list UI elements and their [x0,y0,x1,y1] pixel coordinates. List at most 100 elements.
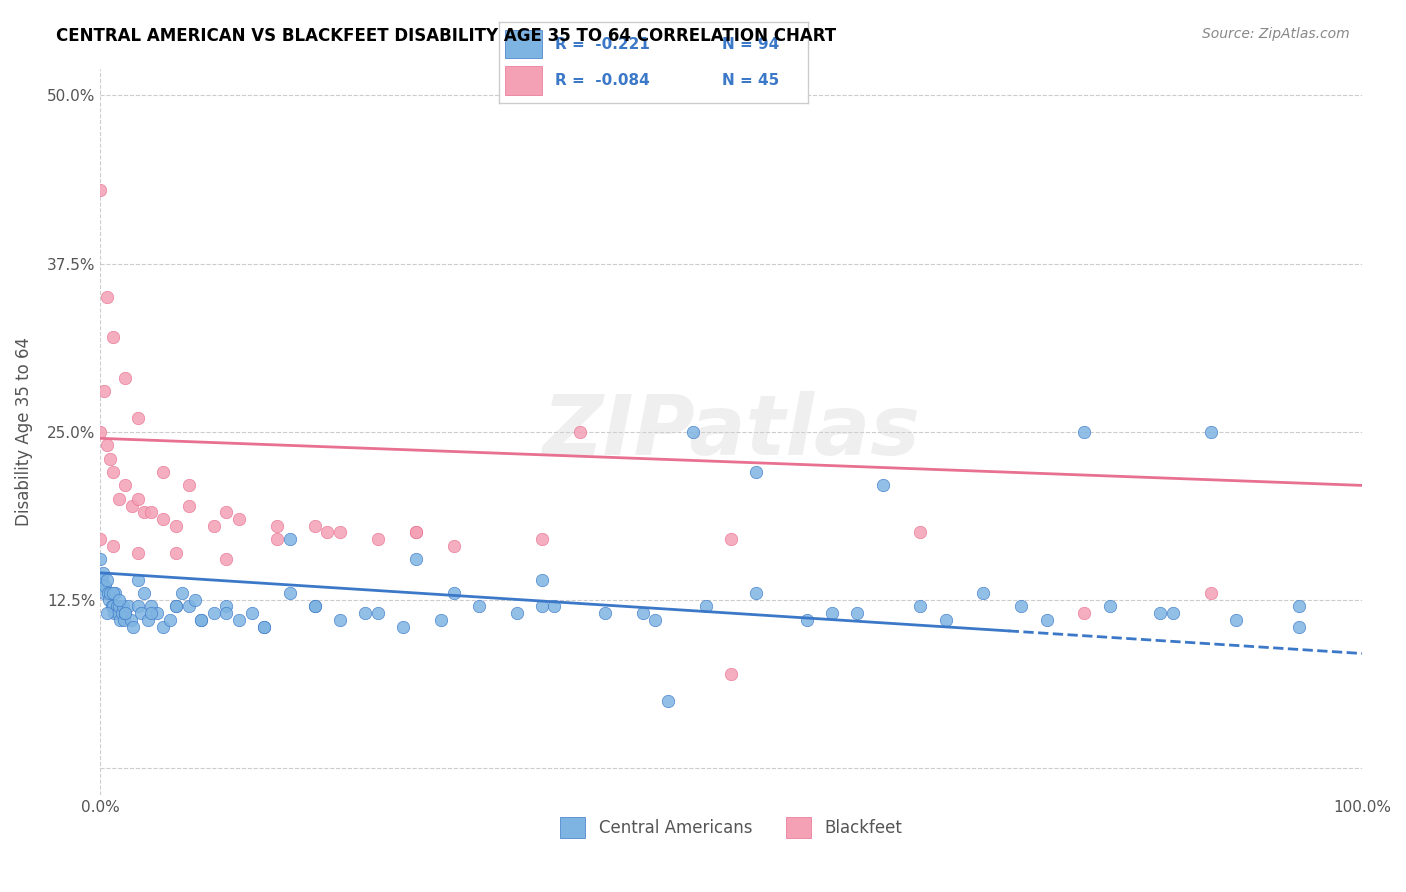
Point [695,599,717,614]
Y-axis label: Disability Age 35 to 64: Disability Age 35 to 64 [15,337,32,526]
Point [821,606,844,620]
Point [89,552,111,566]
Point [89,532,111,546]
Point [304,599,326,614]
Point [202,606,225,620]
Point [240,606,263,620]
Point [329,613,352,627]
Point [215,505,238,519]
Point [114,371,136,385]
Point [89,573,111,587]
Point [127,411,149,425]
Point [316,525,339,540]
Point [110,613,132,627]
Point [910,599,932,614]
Point [93,384,115,399]
Point [682,425,704,439]
Point [367,606,389,620]
Point [139,505,162,519]
Point [146,606,169,620]
Point [644,613,666,627]
Point [101,330,124,344]
Point [1161,606,1184,620]
Point [165,546,187,560]
Point [392,619,415,633]
Point [120,613,142,627]
Point [127,599,149,614]
Point [354,606,377,620]
Point [935,613,957,627]
Point [104,586,127,600]
Point [972,586,994,600]
Text: N = 94: N = 94 [721,37,779,52]
Text: R =  -0.084: R = -0.084 [555,73,650,88]
Point [101,465,124,479]
Point [1149,606,1171,620]
Point [177,478,200,492]
Point [1073,425,1095,439]
Point [405,525,427,540]
Point [1225,613,1247,627]
Point [190,613,212,627]
Point [720,532,742,546]
Point [568,425,591,439]
Point [530,573,553,587]
Point [172,586,194,600]
Point [177,599,200,614]
Point [1199,425,1222,439]
Point [121,499,143,513]
Point [468,599,491,614]
Point [190,613,212,627]
Point [1288,619,1310,633]
Point [1098,599,1121,614]
Point [910,525,932,540]
Legend: Central Americans, Blackfeet: Central Americans, Blackfeet [554,811,908,845]
Point [846,606,869,620]
Point [1010,599,1032,614]
Point [530,599,553,614]
Point [105,599,128,614]
Point [215,606,238,620]
Point [114,606,136,620]
Point [177,499,200,513]
Point [101,599,124,614]
Point [91,566,114,580]
Point [93,586,115,600]
Point [443,586,465,600]
Point [136,613,159,627]
Point [90,573,112,587]
Point [159,613,181,627]
Point [89,425,111,439]
Point [304,599,326,614]
Point [405,525,427,540]
Text: R =  -0.221: R = -0.221 [555,37,650,52]
Point [253,619,276,633]
Point [89,183,111,197]
Point [329,525,352,540]
Point [367,532,389,546]
Point [253,619,276,633]
Point [117,599,139,614]
Point [134,586,156,600]
Point [107,606,129,620]
Point [108,599,131,614]
Point [101,586,124,600]
Point [103,606,125,620]
Text: Source: ZipAtlas.com: Source: ZipAtlas.com [1202,27,1350,41]
Point [184,592,207,607]
Text: CENTRAL AMERICAN VS BLACKFEET DISABILITY AGE 35 TO 64 CORRELATION CHART: CENTRAL AMERICAN VS BLACKFEET DISABILITY… [56,27,837,45]
Point [745,586,768,600]
Point [266,532,288,546]
Point [111,606,134,620]
Point [443,539,465,553]
Point [111,599,134,614]
Point [505,606,527,620]
Point [108,592,131,607]
Point [266,518,288,533]
Point [1073,606,1095,620]
Point [1035,613,1057,627]
Point [114,478,136,492]
Point [278,532,301,546]
Point [98,592,121,607]
Point [127,546,149,560]
